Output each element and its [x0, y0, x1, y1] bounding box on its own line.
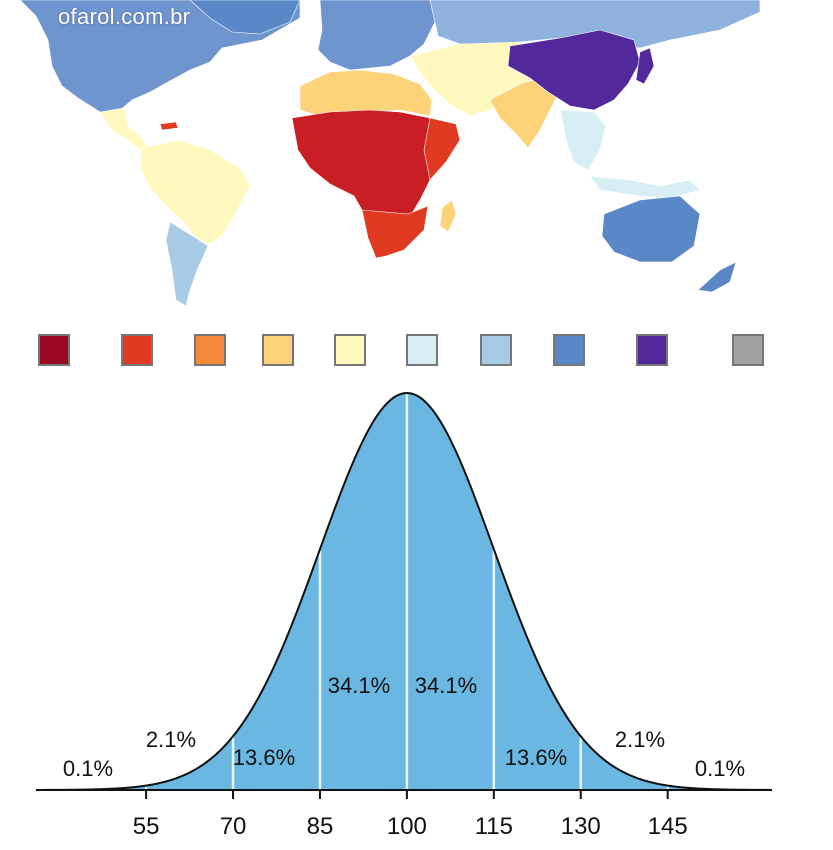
- legend-swatch-7: [480, 334, 512, 366]
- x-tick-label-130: 130: [561, 813, 601, 840]
- x-tick-label-100: 100: [387, 813, 427, 840]
- legend-swatch-3: [194, 334, 226, 366]
- map-japan: [635, 47, 655, 85]
- world-map-svg: [0, 0, 833, 321]
- legend-swatch-4: [262, 334, 294, 366]
- sd-divider-lines: [144, 394, 669, 790]
- segment-percentage-labels: 0.1% 2.1% 13.6% 34.1% 34.1% 13.6% 2.1% 0.1%: [63, 673, 745, 781]
- map-southern-africa: [361, 205, 429, 259]
- normal-distribution-chart: 55 70 85 100 115 130 145 0.1% 2.1% 13.6% 34.1% 34.…: [35, 391, 773, 840]
- x-tick-label-85: 85: [307, 813, 334, 840]
- segment-label-1: 0.1%: [63, 756, 113, 781]
- watermark: ofarol.com.br: [58, 4, 191, 29]
- world-iq-map: ofarol.com.br: [0, 0, 833, 321]
- map-caribbean: [159, 121, 179, 131]
- legend-swatch-5: [334, 334, 366, 366]
- x-tick-label-55: 55: [133, 813, 160, 840]
- segment-label-4: 34.1%: [328, 673, 390, 698]
- segment-label-6: 13.6%: [505, 745, 567, 770]
- map-greenland: [189, 0, 301, 35]
- map-southeast-asia: [559, 109, 607, 171]
- bell-curve-area: [36, 393, 772, 790]
- x-tick-label-145: 145: [648, 813, 688, 840]
- legend-swatch-2: [121, 334, 153, 366]
- legend-swatch-1: [38, 334, 70, 366]
- segment-label-5: 34.1%: [415, 673, 477, 698]
- x-tick-label-70: 70: [220, 813, 247, 840]
- segment-label-3: 13.6%: [233, 745, 295, 770]
- map-indonesia: [589, 175, 701, 199]
- map-south-asia: [489, 77, 561, 149]
- map-central-america: [99, 107, 149, 151]
- legend-swatch-10: [732, 334, 764, 366]
- segment-label-8: 0.1%: [695, 756, 745, 781]
- map-madagascar: [439, 199, 457, 233]
- map-australia: [601, 195, 701, 263]
- curve-fill: [36, 393, 772, 790]
- legend-swatch-8: [553, 334, 585, 366]
- segment-label-7: 2.1%: [615, 727, 665, 752]
- segment-label-2: 2.1%: [146, 727, 196, 752]
- map-color-legend: [0, 330, 833, 370]
- map-southern-cone: [165, 221, 209, 307]
- x-axis: 55 70 85 100 115 130 145: [36, 789, 772, 840]
- map-new-zealand: [697, 261, 737, 293]
- legend-swatch-9: [636, 334, 668, 366]
- curve-line: [35, 391, 773, 791]
- x-tick-label-115: 115: [475, 813, 513, 840]
- legend-swatch-6: [406, 334, 438, 366]
- map-south-america: [139, 139, 251, 245]
- map-east-africa: [423, 117, 461, 181]
- bell-curve-outline: [35, 391, 773, 791]
- map-china: [507, 29, 641, 111]
